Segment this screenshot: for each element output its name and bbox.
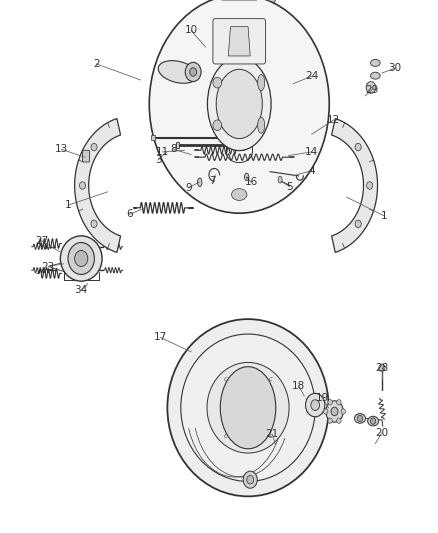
Text: 28: 28: [374, 363, 388, 373]
Circle shape: [68, 243, 94, 274]
Text: 16: 16: [244, 177, 257, 187]
Polygon shape: [175, 142, 179, 148]
Circle shape: [327, 418, 332, 423]
Ellipse shape: [180, 334, 314, 481]
Circle shape: [246, 475, 253, 484]
Text: 1: 1: [380, 211, 387, 221]
Polygon shape: [218, 135, 221, 140]
Polygon shape: [74, 118, 120, 253]
Circle shape: [149, 0, 328, 213]
Text: 11: 11: [155, 147, 169, 157]
Circle shape: [91, 143, 97, 151]
Text: 2: 2: [93, 59, 100, 69]
Text: 27: 27: [35, 236, 48, 246]
Text: 34: 34: [74, 286, 88, 295]
Text: c: c: [268, 376, 272, 383]
Circle shape: [323, 409, 327, 414]
Text: 21: 21: [265, 430, 278, 439]
Circle shape: [370, 418, 375, 424]
Text: c: c: [223, 433, 227, 439]
Text: 1: 1: [64, 200, 71, 210]
Ellipse shape: [220, 367, 275, 449]
Ellipse shape: [257, 75, 264, 91]
Circle shape: [357, 415, 362, 422]
Text: 17: 17: [153, 333, 166, 342]
Circle shape: [330, 407, 337, 416]
Text: 8: 8: [170, 144, 177, 154]
FancyBboxPatch shape: [212, 19, 265, 64]
Polygon shape: [227, 142, 231, 148]
Polygon shape: [228, 27, 250, 56]
Circle shape: [327, 400, 332, 405]
Circle shape: [378, 364, 384, 372]
Text: 19: 19: [315, 393, 328, 403]
Text: 5: 5: [286, 182, 293, 191]
Circle shape: [325, 401, 343, 422]
Circle shape: [354, 143, 360, 151]
Circle shape: [305, 393, 324, 417]
Text: 13: 13: [55, 144, 68, 154]
Text: 4: 4: [307, 166, 314, 175]
Ellipse shape: [158, 61, 197, 83]
Text: c: c: [268, 433, 272, 439]
Text: 18: 18: [291, 381, 304, 391]
Polygon shape: [266, 0, 277, 3]
Text: 20: 20: [374, 428, 388, 438]
Ellipse shape: [60, 236, 102, 281]
Ellipse shape: [257, 117, 264, 133]
Text: 30: 30: [388, 63, 401, 73]
Text: 10: 10: [184, 26, 197, 35]
Ellipse shape: [207, 58, 271, 150]
Text: 29: 29: [365, 85, 378, 94]
Circle shape: [354, 220, 360, 228]
Circle shape: [212, 120, 221, 131]
Circle shape: [340, 409, 345, 414]
Ellipse shape: [370, 60, 379, 67]
Text: 9: 9: [185, 183, 192, 192]
Circle shape: [336, 400, 340, 405]
Circle shape: [91, 220, 97, 228]
Circle shape: [185, 62, 201, 82]
Circle shape: [79, 182, 85, 189]
Text: 14: 14: [304, 147, 318, 157]
Polygon shape: [331, 118, 377, 253]
Circle shape: [74, 251, 88, 266]
Circle shape: [366, 182, 372, 189]
Ellipse shape: [216, 69, 262, 139]
Ellipse shape: [367, 416, 378, 426]
Ellipse shape: [167, 319, 328, 496]
FancyBboxPatch shape: [82, 150, 89, 162]
Circle shape: [189, 68, 196, 76]
Polygon shape: [151, 135, 154, 140]
Circle shape: [243, 471, 257, 488]
Ellipse shape: [370, 72, 379, 79]
Ellipse shape: [231, 189, 247, 200]
Ellipse shape: [197, 178, 201, 187]
Text: c: c: [223, 376, 227, 383]
Ellipse shape: [244, 173, 248, 181]
Circle shape: [310, 400, 319, 410]
Text: 3: 3: [154, 155, 161, 165]
Circle shape: [212, 77, 221, 88]
Ellipse shape: [278, 176, 282, 183]
Text: 7: 7: [209, 176, 216, 186]
Text: 24: 24: [304, 71, 318, 81]
Ellipse shape: [353, 414, 364, 423]
Text: 12: 12: [326, 115, 339, 125]
Text: 23: 23: [42, 262, 55, 271]
Ellipse shape: [206, 362, 288, 453]
Circle shape: [336, 418, 340, 423]
Circle shape: [365, 82, 375, 93]
Text: 6: 6: [126, 209, 133, 219]
